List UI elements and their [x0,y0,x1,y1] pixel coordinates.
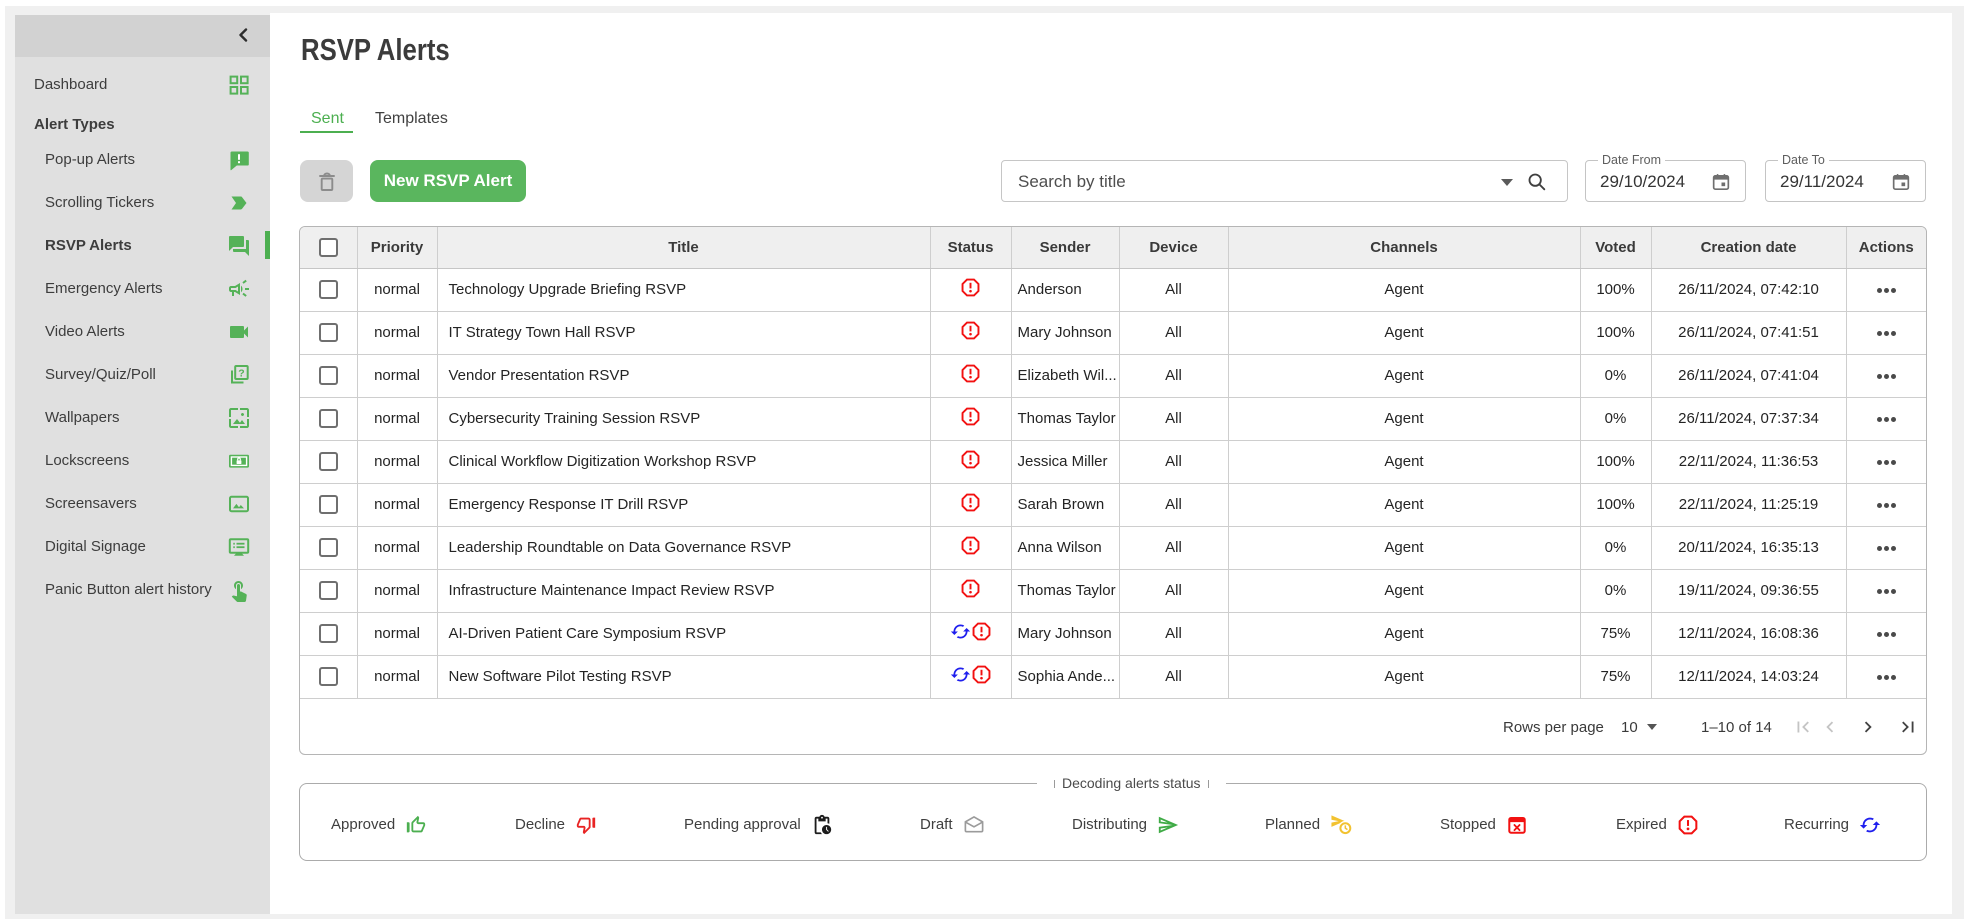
svg-text:?: ? [238,367,244,379]
